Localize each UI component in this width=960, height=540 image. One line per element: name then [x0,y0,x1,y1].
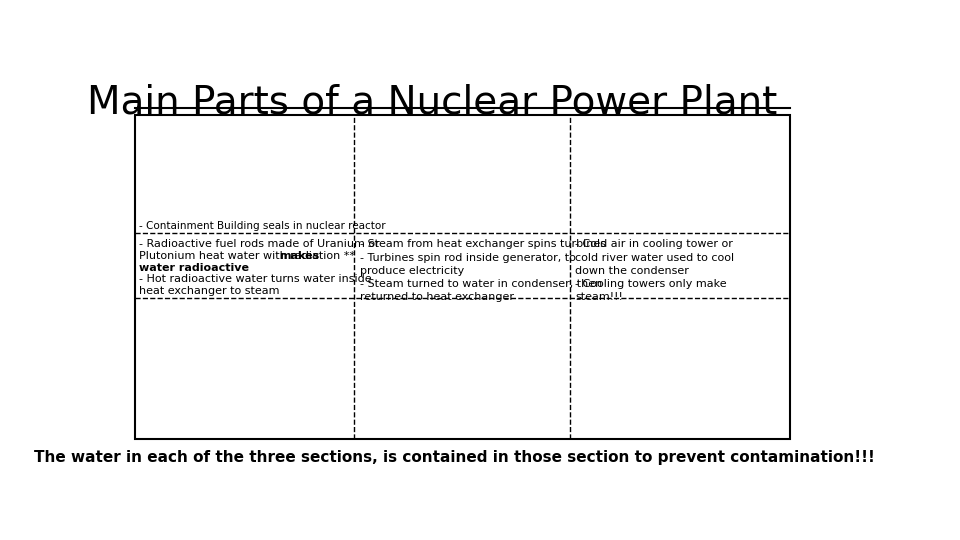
Text: - Cold air in cooling tower or
cold river water used to cool
down the condenser
: - Cold air in cooling tower or cold rive… [575,239,734,302]
Text: - Hot radioactive water turns water inside: - Hot radioactive water turns water insi… [138,274,372,285]
Text: - Radioactive fuel rods made of Uranium or: - Radioactive fuel rods made of Uranium … [138,239,379,249]
Text: - Containment Building seals in nuclear reactor: - Containment Building seals in nuclear … [138,221,385,231]
Text: Plutonium heat water with radiation **: Plutonium heat water with radiation ** [138,251,354,261]
Text: - Steam from heat exchanger spins turbines
- Turbines spin rod inside generator,: - Steam from heat exchanger spins turbin… [360,239,606,302]
Text: water radioactive: water radioactive [138,263,249,273]
Text: Main Parts of a Nuclear Power Plant: Main Parts of a Nuclear Power Plant [87,84,778,122]
Text: makes: makes [279,251,320,261]
Text: The water in each of the three sections, is contained in those section to preven: The water in each of the three sections,… [35,450,876,465]
Bar [134,114,789,439]
Text: heat exchanger to steam: heat exchanger to steam [138,286,279,296]
